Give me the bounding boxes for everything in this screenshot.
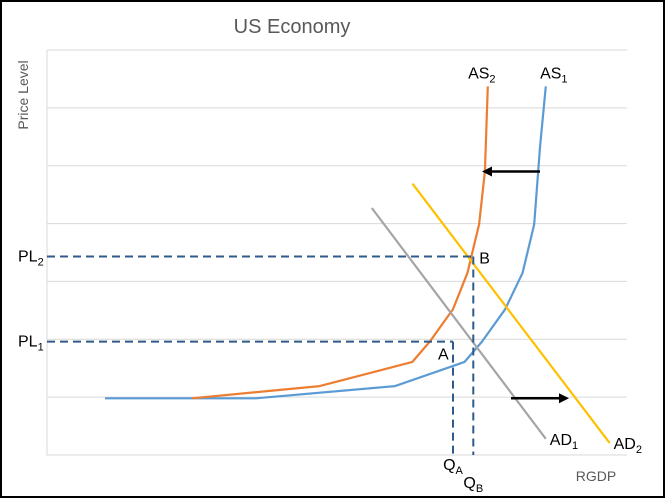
price-label-B: PL2: [18, 249, 44, 269]
equilibrium-guides: [47, 255, 475, 455]
shift-arrow-head-1: [482, 166, 492, 177]
price-label-A: PL1: [18, 334, 44, 354]
series-label-AS1: AS1: [540, 65, 567, 85]
series-AD1: [370, 207, 547, 440]
x-axis-title: RGDP: [576, 468, 616, 484]
series-AS2: [191, 86, 489, 400]
y-axis-title: Price Level: [15, 60, 31, 129]
quantity-label-B: QB: [463, 475, 483, 495]
series-label-AD2: AD2: [614, 436, 642, 456]
series-layer: [105, 86, 611, 444]
chart-title: US Economy: [234, 16, 351, 38]
quantity-label-A: QA: [443, 457, 463, 477]
shift-arrow-head-2: [559, 393, 569, 404]
shift-arrows: [482, 166, 569, 404]
series-label-AS2: AS2: [468, 65, 495, 85]
series-label-AD1: AD1: [550, 432, 578, 452]
point-label-B: B: [479, 251, 490, 268]
series-AD2: [411, 182, 611, 444]
curve-labels: PL1 QA A PL2 QB B AS1 AS2 AD1 AD2: [18, 65, 642, 495]
point-label-A: A: [438, 347, 449, 364]
series-AS1: [105, 86, 547, 400]
